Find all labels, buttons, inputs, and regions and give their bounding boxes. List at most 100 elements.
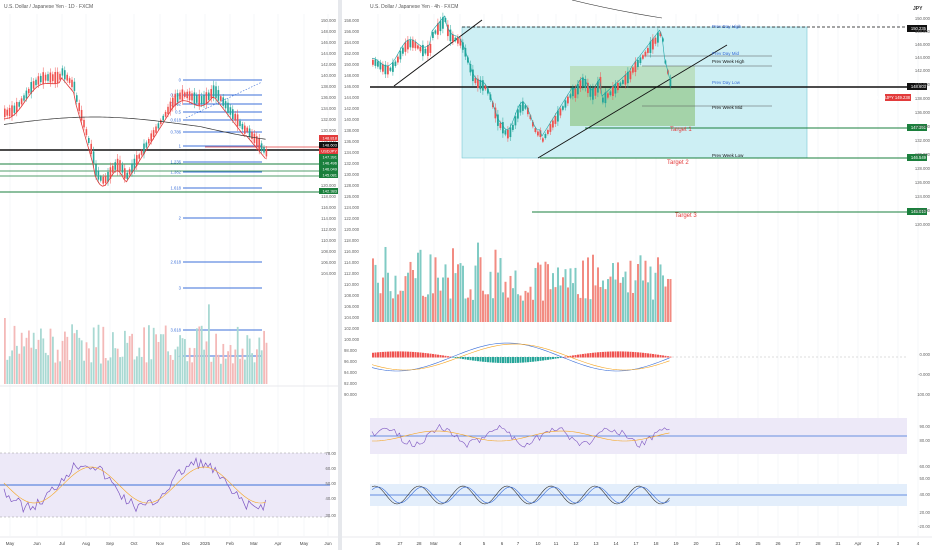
daily-volume-bar [140,356,143,384]
h4-candle [572,87,574,97]
macd-hist-bar [552,357,554,360]
rsi-signal-line [3,466,266,504]
h4-volume-bar [499,258,502,322]
h4-axis-label: 124.000 [915,194,931,199]
h4-axis-label: 144.000 [915,55,931,60]
daily-volume-bar [200,325,203,384]
daily-candle [61,68,64,76]
daily-candle [92,151,95,164]
h4-axis-label: 126.000 [915,180,931,185]
daily-candle [210,88,212,99]
x-axis-label: May [300,541,309,546]
macd-hist-bar [409,351,412,358]
macd-hist-bar [527,357,529,363]
macd-hist-bar [419,352,422,358]
h4-candle [647,48,649,53]
daily-candle [4,108,6,118]
daily-volume-bar [102,326,105,384]
h4-candle [624,74,627,85]
h4-volume-bar [387,272,389,322]
h4-volume-bar [557,267,559,322]
h4-price-tag-label: 148.603 [911,84,927,89]
daily-candle [52,74,54,82]
h4-candle [397,56,399,63]
daily-volume-bar [212,357,215,384]
h4-candle [594,87,597,96]
h4-candle [489,94,492,100]
x-axis-label: May [6,541,15,546]
daily-candle [203,94,205,105]
macd-hist-bar [617,351,619,358]
x-axis-label: 3 [897,541,900,546]
daily-chart-canvas[interactable]: 150.000148.000146.000144.000142.000140.0… [0,0,338,550]
h4-candle [377,61,379,67]
daily-candle [97,170,100,180]
daily-candle [181,89,184,101]
daily-chart-pane[interactable]: U.S. Dollar / Japanese Yen · 1D · FXCM 1… [0,0,338,550]
trend-line-up-1 [393,19,483,87]
h4-candle [417,45,419,49]
h4-volume-bar [532,299,534,322]
h4-candle [569,94,572,98]
h4-candle [394,61,397,66]
h4-candle [544,134,547,138]
daily-volume-bar [90,362,93,384]
daily-candle [212,85,215,97]
h4-volume-bar [649,266,652,322]
h4-candle [427,45,429,56]
h4-candle [432,32,434,38]
macd-hist-bar [447,356,449,358]
daily-volume-bar [162,334,165,384]
price-tag-label: 146.496 [323,161,338,166]
macd-hist-bar [434,354,437,358]
daily-volume-bar [6,359,9,384]
daily-volume-bar [73,333,76,384]
daily-candle [215,86,217,99]
h4-chart-canvas[interactable]: 158.000 156.000 154.000 152.000 150.000 148.0… [342,0,932,550]
h4-candle [502,122,504,134]
h4-sma-curve [571,0,663,19]
price-tag-label: 145.081 [323,173,338,178]
h4-price-tick-label: 98.000 [344,348,357,353]
price-tag-box [319,166,338,172]
daily-candle [176,93,179,103]
h4-volume-bar [447,277,449,322]
daily-volume-bar [35,349,37,384]
daily-volume-bar [167,351,169,384]
fib-level-label: 1.618 [171,186,182,191]
h4-candle [514,116,517,126]
price-tick-label: 130.000 [321,128,337,133]
daily-volume-bar [224,358,227,384]
h4-volume-bar [384,246,387,322]
daily-candle [128,169,131,175]
h4-chart-pane[interactable]: U.S. Dollar / Japanese Yen · 4h · FXCM J… [342,0,932,550]
daily-candle [30,81,32,94]
h4-volume-bar [422,295,424,322]
daily-candle [54,71,56,84]
h4-candle [597,81,599,93]
pane-divider[interactable] [338,0,342,550]
daily-volume-bar [222,343,225,384]
h4-axis-label: 90.00 [920,424,931,429]
price-tick-label: 104.000 [321,271,337,276]
daily-volume-bar [80,340,83,384]
daily-candle [205,92,208,104]
h4-volume-bar [634,280,637,322]
macd-hist-bar [387,351,389,358]
daily-volume-bar [126,342,129,384]
macd-hist-bar [502,357,504,364]
macd-hist-bar [442,355,444,358]
daily-volume-bar [210,361,213,384]
h4-volume-bar [377,282,379,322]
h4-volume-bar [392,298,394,322]
h4-volume-bar [654,272,657,322]
daily-candle [66,74,68,81]
macd-hist-bar [432,353,434,358]
x-axis-label: Oct [130,541,138,546]
h4-candle [457,36,459,44]
x-axis-label: Apr [854,541,862,546]
h4-volume-bar [437,277,439,322]
daily-candle [100,176,102,181]
h4-price-tick-label: 110.000 [344,282,359,287]
h4-candle [637,59,639,68]
